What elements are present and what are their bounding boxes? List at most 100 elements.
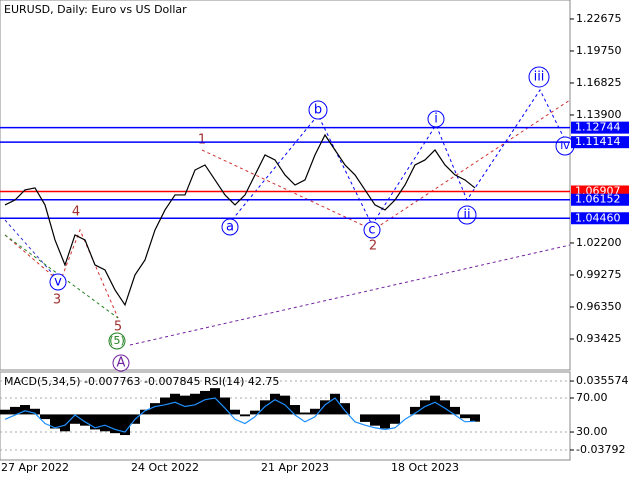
main-panel [0, 0, 571, 371]
macd-bar [380, 414, 390, 429]
wave-circle [112, 354, 130, 372]
x-tick-label: 18 Oct 2023 [391, 461, 459, 474]
macd-bar [320, 400, 330, 415]
macd-bar [190, 393, 200, 415]
macd-bar [0, 409, 10, 415]
macd-bar [370, 414, 380, 426]
macd-bar [180, 395, 190, 415]
wave-label: 2 [369, 239, 377, 254]
wave-label: b [314, 103, 322, 118]
y-tick-label: 30.00 [576, 425, 608, 438]
y-tick-label: 1.02200 [576, 236, 622, 249]
wave-label: iii [534, 70, 545, 85]
wave-line [4, 219, 61, 283]
wave-circle [528, 66, 550, 88]
macd-bar [70, 414, 80, 424]
x-tick-label: 24 Oct 2022 [131, 461, 199, 474]
y-tick-label: 0.93425 [576, 332, 622, 345]
macd-bar [110, 414, 120, 434]
price-label-box [571, 121, 629, 134]
macd-bar [270, 393, 280, 415]
macd-bar [240, 414, 250, 417]
macd-bar [160, 397, 170, 415]
wave-line [4, 234, 119, 319]
y-tick-label: 1.22675 [576, 12, 622, 25]
x-tick-label: 21 Apr 2023 [261, 461, 329, 474]
x-tick-label: 27 Apr 2022 [1, 461, 69, 474]
macd-bar [290, 405, 300, 415]
macd-bar [330, 393, 340, 415]
wave-circles [49, 66, 575, 372]
macd-bar [420, 400, 430, 415]
rsi-line [4, 397, 476, 433]
macd-bar [300, 412, 310, 415]
price-label-box [571, 212, 629, 225]
wave-label: 1 [198, 133, 206, 148]
wave-circle [363, 221, 381, 239]
y-tick-label: 1.13900 [576, 108, 622, 121]
price-label-box [571, 136, 629, 149]
annotations: 1 2 3 4 5 (5) A a b c i ii iii iv v [53, 70, 570, 371]
macd-bar [200, 390, 210, 415]
price-line [4, 133, 476, 307]
price-label-box [571, 193, 629, 206]
macd-bar [340, 403, 350, 415]
macd-bar [390, 414, 400, 424]
macd-bar [460, 414, 470, 419]
macd-bar [90, 414, 100, 430]
macd-bar [470, 414, 480, 422]
macd-bar [20, 405, 30, 415]
macd-bar [230, 409, 240, 415]
wave-label: 4 [72, 205, 80, 220]
macd-bar [120, 414, 130, 436]
wave-label: a [226, 220, 234, 235]
macd-bar [440, 400, 450, 415]
wave-line [4, 228, 119, 319]
macd-bar [150, 403, 160, 415]
macd-bar [410, 406, 420, 415]
macd-bar [10, 406, 20, 415]
macd-bar [250, 410, 260, 415]
macd-bar [140, 409, 150, 415]
wave-circle [49, 273, 67, 291]
macd-bar [100, 414, 110, 432]
y-tick-label: -0.03792 [576, 443, 625, 456]
macd-bar [60, 414, 70, 432]
wave-line [231, 89, 566, 227]
wave-label: A [117, 356, 126, 371]
indicator-title: MACD(5,34,5) -0.007763 -0.007845 RSI(14)… [4, 375, 279, 388]
y-tick-label: 0.035574 [576, 374, 629, 387]
wave-label: (5) [109, 334, 125, 347]
macd-bar [450, 406, 460, 415]
wave-circle [457, 205, 477, 225]
macd-bar [360, 414, 370, 422]
wave-label: 3 [53, 293, 61, 308]
price-label: 1.11414 [575, 135, 621, 148]
wave-label: ii [463, 208, 470, 223]
price-label: 1.04460 [575, 211, 621, 224]
y-tick-label: 0.99275 [576, 268, 622, 281]
macd-bar [40, 414, 50, 420]
macd-bar [170, 393, 180, 415]
price-label: 1.12744 [575, 121, 621, 134]
macd-bar [210, 388, 220, 415]
y-tick-label: 1.16825 [576, 76, 622, 89]
macd-bar [220, 397, 230, 415]
macd-bar [80, 414, 90, 426]
y-tick-label: 0.96350 [576, 300, 622, 313]
wave-label: v [54, 275, 62, 290]
macd-bar [430, 395, 440, 415]
y-tick-label: 1.19750 [576, 44, 622, 57]
macd-bar [30, 408, 40, 415]
price-label: 1.06152 [575, 193, 621, 206]
y-tick-label: 70.00 [576, 391, 608, 404]
macd-bar [50, 414, 60, 429]
chart-title: EURUSD, Daily: Euro vs US Dollar [4, 3, 187, 16]
wave-label: i [434, 112, 438, 127]
wave-circle [308, 100, 328, 120]
macd-bar [310, 408, 320, 415]
wave-label: iv [560, 139, 570, 152]
wave-circle [108, 332, 126, 350]
wave-label: 5 [114, 320, 122, 335]
